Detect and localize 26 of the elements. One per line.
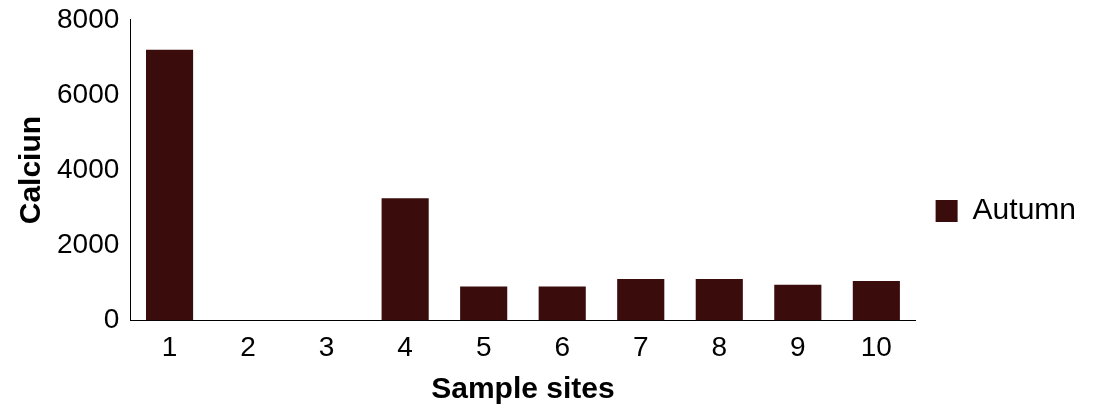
x-tick-label: 7 [632,330,649,362]
y-tick-label: 0 [103,303,120,335]
legend-label: Autumn [972,192,1076,226]
bar [146,49,194,321]
x-tick-label: 5 [475,330,492,362]
x-tick-label: 9 [790,330,806,362]
x-axis-title: Sample sites [431,371,615,405]
bar [695,279,743,321]
bar [460,286,508,321]
bar [852,280,900,321]
bar [538,286,586,321]
y-axis-title: Calciun [13,115,47,225]
x-tick-label: 8 [711,330,728,362]
x-tick-label: 10 [860,330,892,362]
y-tick-label: 6000 [56,77,120,109]
x-tick-label: 6 [554,330,571,362]
x-tick-label: 2 [240,330,256,362]
bar [381,198,429,321]
y-tick-label: 4000 [56,152,120,184]
bar [617,279,665,321]
x-tick-label: 1 [161,330,178,362]
y-tick-label: 8000 [56,2,120,34]
x-tick-label: 3 [318,330,335,362]
y-tick-label: 2000 [56,227,120,259]
x-tick-label: 4 [397,330,413,362]
bar [774,284,822,321]
